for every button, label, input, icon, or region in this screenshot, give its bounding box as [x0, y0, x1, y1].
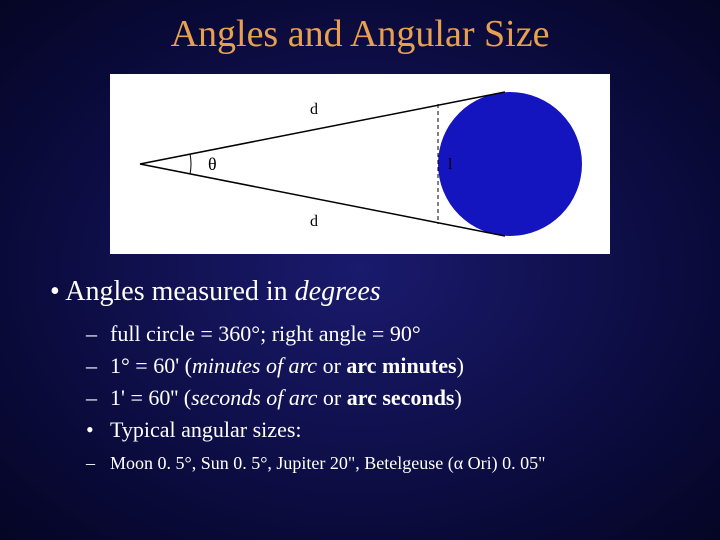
sub-item-2: –1' = 60'' (seconds of arc or arc second… [110, 382, 720, 414]
object-circle [438, 92, 582, 236]
main-bullet-prefix: Angles measured in [65, 276, 294, 307]
bullet-marker: – [86, 350, 110, 382]
main-bullet: • Angles measured in degrees [50, 276, 720, 308]
sub-bullet-list: –full circle = 360°; right angle = 90°–1… [110, 318, 720, 476]
d-label-top: d [310, 101, 318, 118]
sub-item-text: 1' = 60'' (seconds of arc or arc seconds… [110, 385, 462, 410]
d-label-bottom: d [310, 213, 318, 230]
sub-item-text: Typical angular sizes: [110, 417, 302, 442]
sub-item-1: –1° = 60' (minutes of arc or arc minutes… [110, 350, 720, 382]
bullet-marker: – [86, 450, 110, 476]
sub-item-3: •Typical angular sizes: [110, 414, 720, 446]
sub-item-4: –Moon 0. 5°, Sun 0. 5°, Jupiter 20", Bet… [110, 450, 720, 476]
angle-arc [190, 154, 191, 174]
sub-item-text: full circle = 360°; right angle = 90° [110, 321, 421, 346]
sub-item-text: 1° = 60' (minutes of arc or arc minutes) [110, 353, 464, 378]
sub-item-text: Moon 0. 5°, Sun 0. 5°, Jupiter 20", Bete… [110, 453, 545, 473]
main-bullet-emph: degrees [295, 276, 381, 307]
angular-size-diagram: θ d d l [110, 74, 610, 254]
sub-item-0: –full circle = 360°; right angle = 90° [110, 318, 720, 350]
bullet-marker: – [86, 382, 110, 414]
slide-title: Angles and Angular Size [0, 0, 720, 56]
bullet-marker: – [86, 318, 110, 350]
l-label: l [448, 156, 453, 173]
theta-label: θ [208, 154, 217, 174]
title-text: Angles and Angular Size [171, 13, 550, 55]
diagram-svg: θ d d l [110, 74, 610, 254]
bullet-marker: • [86, 414, 110, 446]
